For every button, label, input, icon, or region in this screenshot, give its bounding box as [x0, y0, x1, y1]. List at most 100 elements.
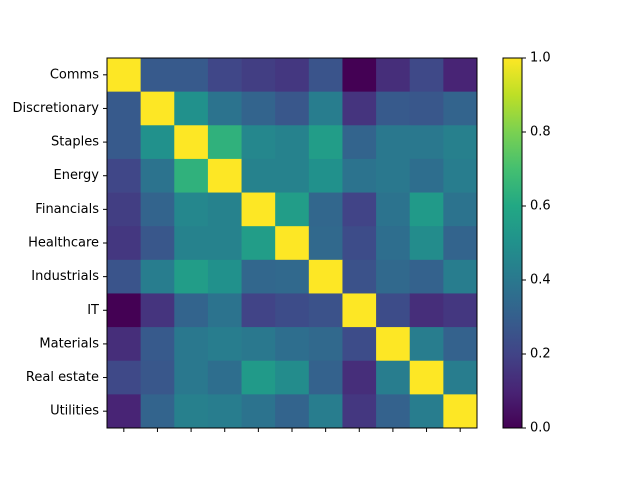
heatmap-cell: [342, 58, 377, 93]
colorbar-tick-label: 0.8: [530, 125, 551, 140]
heatmap-cell: [140, 327, 175, 362]
heatmap-cell: [308, 327, 343, 362]
heatmap-cell: [443, 91, 478, 126]
heatmap-cell: [443, 192, 478, 227]
heatmap-cell: [308, 158, 343, 193]
heatmap-cells: [107, 58, 478, 429]
heatmap-cell: [275, 360, 310, 395]
heatmap-cell: [409, 394, 444, 429]
heatmap-cell: [107, 360, 142, 395]
heatmap-cell: [140, 125, 175, 160]
heatmap-cell: [443, 293, 478, 328]
heatmap-cell: [409, 226, 444, 261]
heatmap-cell: [174, 91, 209, 126]
heatmap-cell: [107, 58, 142, 93]
heatmap-cell: [241, 125, 276, 160]
heatmap-cell: [342, 259, 377, 294]
heatmap-cell: [376, 192, 411, 227]
heatmap-cell: [241, 226, 276, 261]
heatmap-cell: [241, 158, 276, 193]
heatmap-cell: [207, 192, 242, 227]
heatmap-cell: [443, 394, 478, 429]
heatmap-cell: [107, 226, 142, 261]
heatmap-cell: [443, 58, 478, 93]
heatmap-cell: [376, 125, 411, 160]
heatmap-cell: [409, 158, 444, 193]
heatmap-cell: [409, 192, 444, 227]
heatmap-cell: [241, 259, 276, 294]
heatmap-cell: [140, 226, 175, 261]
heatmap-cell: [275, 226, 310, 261]
heatmap-cell: [376, 58, 411, 93]
heatmap-cell: [409, 91, 444, 126]
heatmap-cell: [308, 192, 343, 227]
heatmap-cell: [107, 259, 142, 294]
heatmap-cell: [275, 327, 310, 362]
y-tick-label: IT: [87, 303, 99, 318]
heatmap-cell: [207, 327, 242, 362]
y-tick-label: Materials: [39, 336, 99, 351]
colorbar-tick-label: 0.6: [530, 199, 551, 214]
heatmap-cell: [443, 226, 478, 261]
heatmap-cell: [140, 158, 175, 193]
heatmap-cell: [241, 192, 276, 227]
heatmap-cell: [308, 293, 343, 328]
colorbar-tick-label: 0.0: [530, 421, 551, 436]
heatmap-cell: [342, 293, 377, 328]
y-tick-label: Discretionary: [12, 101, 99, 116]
y-tick-label: Real estate: [26, 370, 99, 385]
colorbar: 0.0 0.2 0.4 0.6 0.8 1.0: [502, 51, 551, 436]
heatmap-cell: [342, 226, 377, 261]
y-tick-label: Healthcare: [28, 236, 99, 251]
heatmap-cell: [207, 58, 242, 93]
heatmap-cell: [174, 293, 209, 328]
heatmap-cell: [241, 58, 276, 93]
heatmap-cell: [107, 327, 142, 362]
heatmap-cell: [174, 58, 209, 93]
heatmap-cell: [275, 125, 310, 160]
y-axis: Comms Discretionary Staples Energy Financial…: [12, 67, 107, 419]
heatmap-cell: [443, 158, 478, 193]
heatmap-cell: [140, 360, 175, 395]
heatmap-cell: [376, 327, 411, 362]
heatmap-cell: [443, 327, 478, 362]
heatmap-cell: [376, 259, 411, 294]
heatmap-cell: [443, 125, 478, 160]
heatmap-cell: [308, 125, 343, 160]
heatmap-cell: [376, 91, 411, 126]
heatmap-cell: [376, 293, 411, 328]
heatmap-cell: [207, 360, 242, 395]
heatmap-cell: [174, 327, 209, 362]
colorbar-gradient: [503, 58, 522, 428]
heatmap-cell: [174, 226, 209, 261]
heatmap-cell: [275, 293, 310, 328]
heatmap-cell: [275, 192, 310, 227]
heatmap-cell: [443, 259, 478, 294]
heatmap-cell: [376, 158, 411, 193]
heatmap-cell: [342, 91, 377, 126]
heatmap-cell: [107, 91, 142, 126]
heatmap-cell: [207, 91, 242, 126]
y-tick-label: Energy: [53, 168, 99, 183]
heatmap-cell: [174, 158, 209, 193]
heatmap-cell: [174, 259, 209, 294]
heatmap-cell: [275, 158, 310, 193]
heatmap-cell: [342, 192, 377, 227]
heatmap-cell: [443, 360, 478, 395]
heatmap-cell: [140, 91, 175, 126]
heatmap-cell: [241, 91, 276, 126]
heatmap-cell: [409, 58, 444, 93]
heatmap-cell: [342, 158, 377, 193]
heatmap-cell: [174, 360, 209, 395]
heatmap-cell: [409, 327, 444, 362]
heatmap-cell: [140, 293, 175, 328]
heatmap-cell: [409, 259, 444, 294]
heatmap-cell: [409, 293, 444, 328]
y-tick-label: Financials: [35, 202, 99, 217]
heatmap-cell: [107, 293, 142, 328]
heatmap-cell: [207, 259, 242, 294]
heatmap-cell: [308, 360, 343, 395]
heatmap-cell: [275, 394, 310, 429]
heatmap-cell: [308, 394, 343, 429]
